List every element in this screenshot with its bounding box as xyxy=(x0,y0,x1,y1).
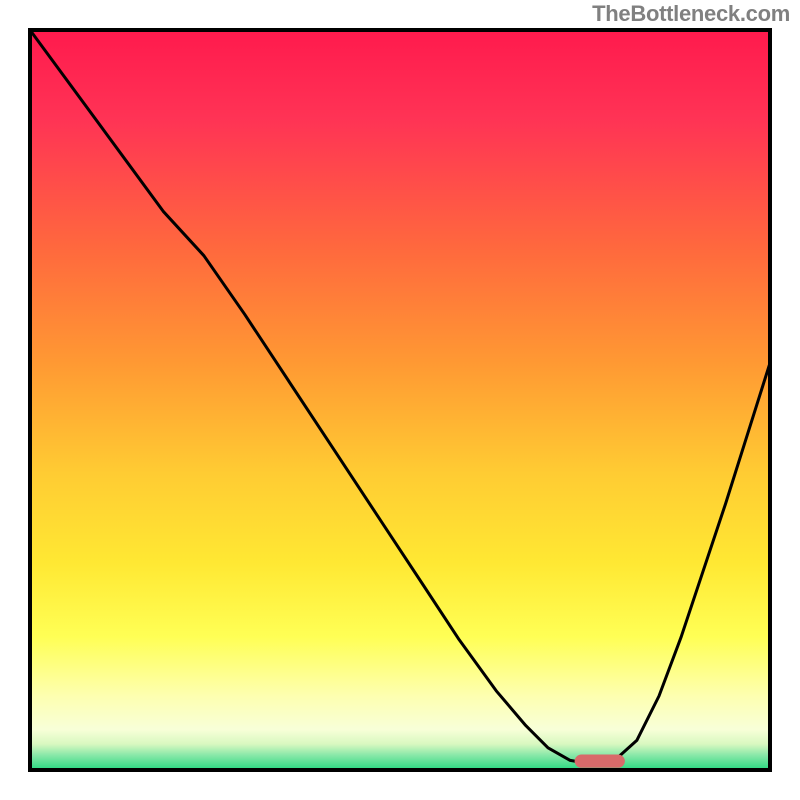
chart-container: TheBottleneck.com xyxy=(0,0,800,800)
optimal-marker xyxy=(575,755,625,768)
watermark-text: TheBottleneck.com xyxy=(592,1,790,27)
bottleneck-chart xyxy=(0,0,800,800)
chart-background xyxy=(30,30,770,770)
